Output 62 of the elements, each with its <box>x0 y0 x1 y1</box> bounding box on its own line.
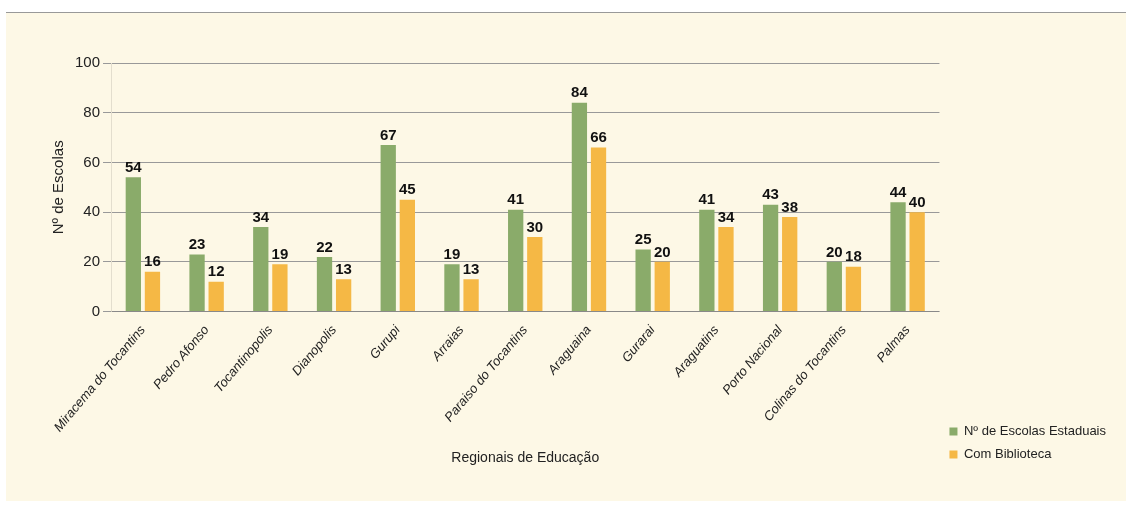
data-label: 34 <box>252 207 270 225</box>
bar <box>253 227 269 312</box>
y-tick-label: 80 <box>83 102 101 120</box>
y-tick-label: 20 <box>83 252 101 270</box>
bar <box>699 209 715 312</box>
bar <box>380 145 396 312</box>
data-label: 12 <box>207 262 225 280</box>
data-label: 45 <box>399 180 416 198</box>
data-label: 25 <box>634 230 652 248</box>
legend-label: Nº de Escolas Estaduais <box>963 423 1107 439</box>
data-label: 34 <box>717 207 735 225</box>
bar <box>444 264 460 312</box>
bar <box>272 264 288 312</box>
bar <box>527 237 543 312</box>
data-label: 38 <box>781 197 799 215</box>
data-label: 18 <box>845 247 862 265</box>
bar <box>909 212 925 312</box>
data-label: 41 <box>507 190 525 208</box>
data-label: 30 <box>526 217 544 235</box>
bar <box>335 279 352 312</box>
x-axis-title: Regionais de Educação <box>451 449 600 466</box>
data-label: 13 <box>335 259 352 277</box>
data-label: 20 <box>653 242 671 260</box>
data-label: 16 <box>144 252 161 270</box>
data-label: 54 <box>124 157 143 175</box>
data-label: 19 <box>271 245 289 262</box>
data-label: 23 <box>188 235 206 253</box>
y-tick-label: 100 <box>75 53 101 71</box>
bar <box>208 281 224 312</box>
data-label: 84 <box>571 83 589 101</box>
bar <box>654 261 670 312</box>
data-label: 13 <box>462 259 480 277</box>
bar <box>782 217 798 312</box>
bar <box>144 271 161 312</box>
data-label: 40 <box>908 192 926 210</box>
legend-label: Com Biblioteca <box>963 446 1053 462</box>
y-tick-label: 60 <box>83 152 101 170</box>
data-label: 44 <box>889 182 908 200</box>
data-label: 41 <box>698 190 716 208</box>
bar <box>762 204 779 312</box>
data-label: 66 <box>590 128 607 146</box>
data-label: 19 <box>443 245 461 262</box>
bar <box>845 266 862 312</box>
bar <box>590 147 607 312</box>
bar <box>571 102 588 312</box>
y-tick-label: 0 <box>91 301 101 319</box>
bar <box>399 199 415 312</box>
bar <box>635 249 651 312</box>
bar <box>718 227 734 312</box>
bar <box>463 279 479 312</box>
bar <box>508 209 524 312</box>
data-label: 43 <box>762 185 779 203</box>
bar <box>890 202 906 312</box>
bar <box>189 254 205 312</box>
bar <box>826 261 842 312</box>
data-label: 20 <box>825 242 843 260</box>
bar <box>316 256 333 312</box>
bar <box>125 177 141 312</box>
data-label: 67 <box>379 125 397 143</box>
y-tick-label: 40 <box>83 202 101 220</box>
data-label: 22 <box>316 237 333 255</box>
y-axis-title: Nº de Escolas <box>49 140 67 235</box>
